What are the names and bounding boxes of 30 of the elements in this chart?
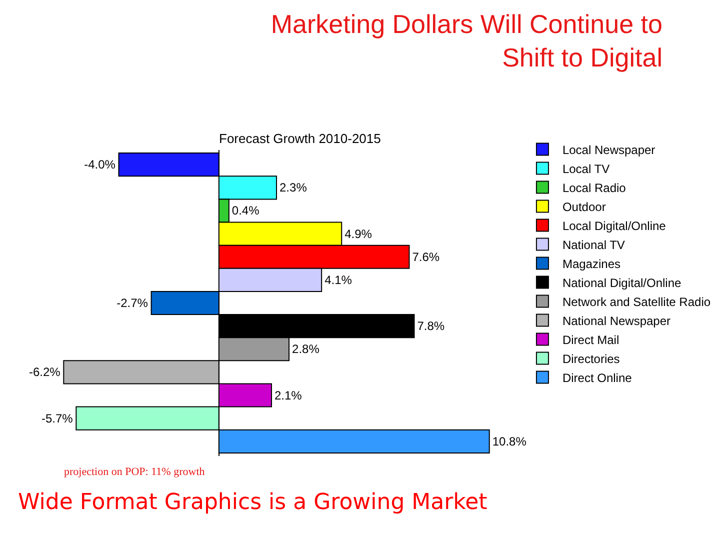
legend-label: Local TV xyxy=(562,162,610,176)
data-label: 4.9% xyxy=(344,226,372,241)
data-label: -6.2% xyxy=(28,365,61,380)
legend-label: Outdoor xyxy=(562,200,606,214)
legend-label: Directories xyxy=(562,352,620,366)
legend-label: Local Newspaper xyxy=(562,142,656,157)
data-label: -5.7% xyxy=(41,411,74,426)
legend-label: Direct Mail xyxy=(562,332,620,347)
data-label: 4.1% xyxy=(324,272,352,287)
legend-label: National Newspaper xyxy=(562,314,671,328)
legend-label: National TV xyxy=(562,238,625,252)
legend-label: Magazines xyxy=(562,256,620,271)
legend-label: Local Digital/Online xyxy=(562,218,666,233)
data-label: 7.6% xyxy=(412,250,440,264)
data-label: 2.3% xyxy=(280,180,308,195)
chart-title: Marketing Dollars Will Continue to Shift to Digital xyxy=(270,8,662,73)
legend-label: Local Radio xyxy=(562,180,626,195)
data-label: 10.8% xyxy=(492,434,527,448)
data-label: 7.8% xyxy=(417,319,445,334)
data-label: -2.7% xyxy=(116,296,148,310)
data-label: 2.8% xyxy=(292,342,320,356)
data-label: 2.1% xyxy=(274,388,302,402)
text: projection on POP: 11% growth xyxy=(64,466,206,478)
data-label: 0.4% xyxy=(232,204,260,218)
data-label: -4.0% xyxy=(84,158,116,172)
legend-label: National Digital/Online xyxy=(562,276,682,290)
legend-label: Direct Online xyxy=(562,370,632,385)
text: Wide Format Graphics is a Growing Market xyxy=(18,490,488,515)
chart-subtitle: Forecast Growth 2010-2015 xyxy=(219,131,381,146)
legend-label: Network and Satellite Radio xyxy=(562,294,711,309)
